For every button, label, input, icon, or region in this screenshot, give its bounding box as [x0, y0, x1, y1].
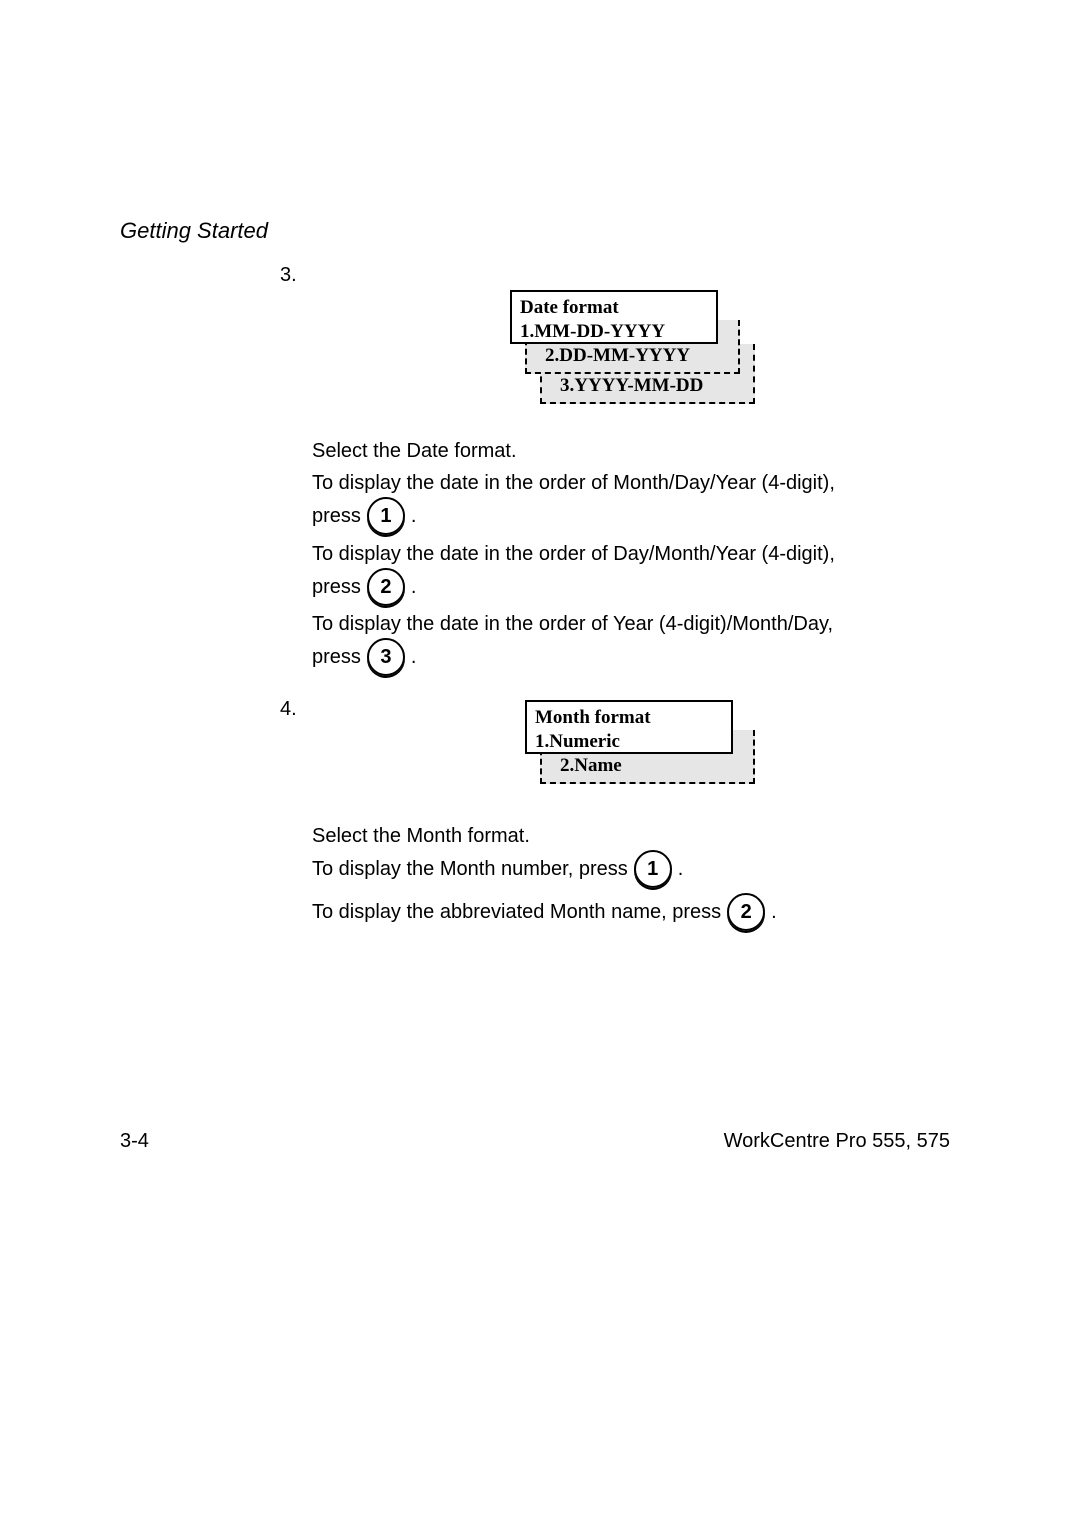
step-3-number: 3.	[280, 264, 297, 287]
step-4-number: 4.	[280, 698, 297, 721]
step3-line2: To display the date in the order of Day/…	[312, 540, 835, 568]
step4-line2-text: To display the abbreviated Month name, p…	[312, 901, 721, 924]
lcd-month-option-2-label: 2.Name	[560, 755, 622, 778]
step4-line1-text: To display the Month number, press	[312, 858, 628, 881]
section-title: Getting Started	[120, 218, 268, 244]
lcd-main-box: Date format 1.MM-DD-YYYY	[510, 290, 718, 344]
button-2-icon: 2	[727, 893, 765, 931]
period: .	[411, 505, 417, 528]
period: .	[771, 901, 777, 924]
page: Getting Started 3. 3.YYYY-MM-DD 2.DD-MM-…	[0, 0, 1080, 1528]
footer-page-number: 3-4	[120, 1130, 149, 1153]
lcd-month-line2: 1.Numeric	[535, 730, 723, 754]
footer-product-name: WorkCentre Pro 555, 575	[724, 1130, 950, 1153]
step4-line2: To display the abbreviated Month name, p…	[312, 893, 777, 931]
period: .	[678, 858, 684, 881]
lcd-option-3-label: 3.YYYY-MM-DD	[560, 375, 703, 398]
step4-select-text: Select the Month format.	[312, 822, 530, 850]
lcd-month-line1: Month format	[535, 706, 723, 730]
lcd-main-line1: Date format	[520, 296, 708, 320]
step3-press1: press 1 .	[312, 497, 416, 535]
press-label: press	[312, 576, 361, 599]
step4-line1: To display the Month number, press 1 .	[312, 850, 683, 888]
lcd-main-line2: 1.MM-DD-YYYY	[520, 320, 708, 344]
lcd-month-main-box: Month format 1.Numeric	[525, 700, 733, 754]
step3-line1: To display the date in the order of Mont…	[312, 469, 835, 497]
press-label: press	[312, 646, 361, 669]
button-1-icon: 1	[367, 497, 405, 535]
button-3-icon: 3	[367, 638, 405, 676]
step3-select-text: Select the Date format.	[312, 437, 517, 465]
period: .	[411, 576, 417, 599]
step3-press2: press 2 .	[312, 568, 416, 606]
step3-line3: To display the date in the order of Year…	[312, 610, 833, 638]
button-1-icon: 1	[634, 850, 672, 888]
step3-press3: press 3 .	[312, 638, 416, 676]
button-2-icon: 2	[367, 568, 405, 606]
press-label: press	[312, 505, 361, 528]
lcd-option-2-label: 2.DD-MM-YYYY	[545, 345, 690, 368]
period: .	[411, 646, 417, 669]
